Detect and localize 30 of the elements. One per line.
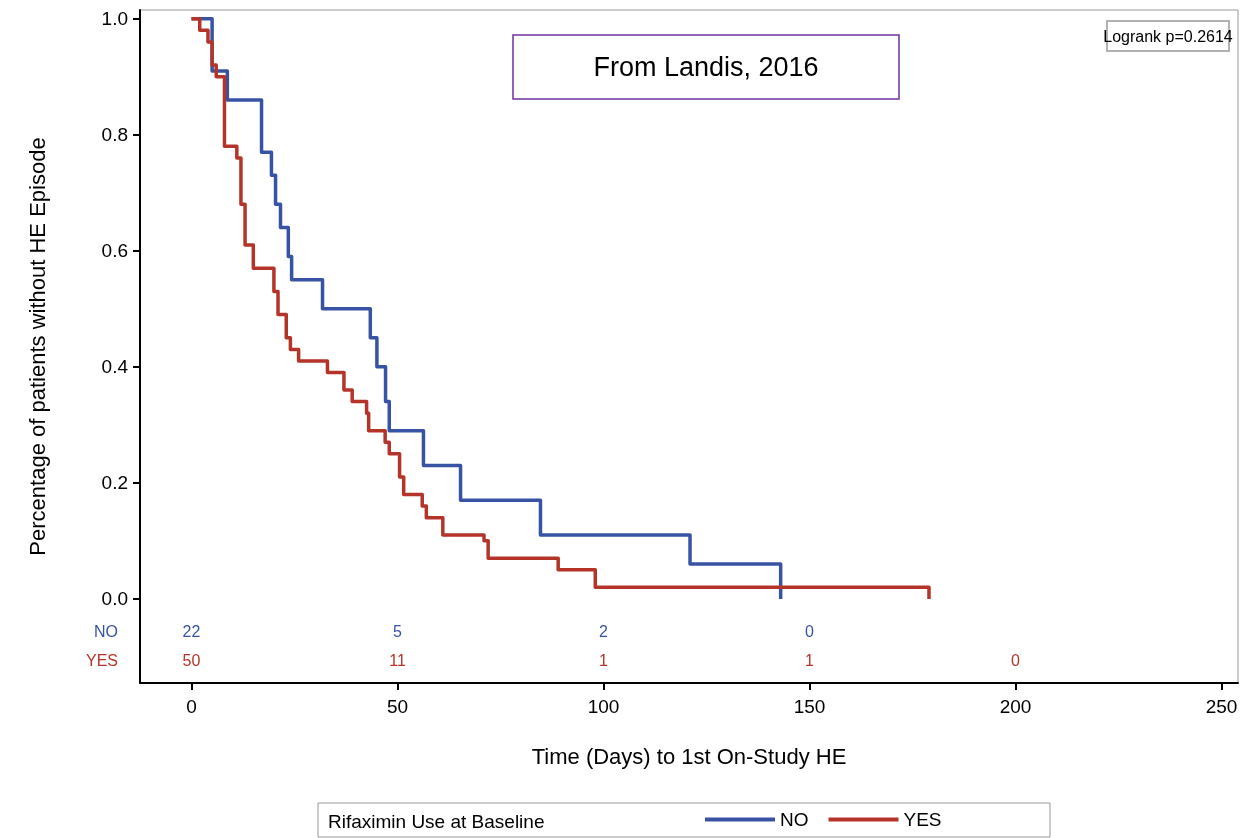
x-tick-label: 50 <box>386 696 409 717</box>
annotation: 1 <box>599 652 609 670</box>
x-tick-label: 0 <box>186 696 197 717</box>
annotation: From Landis, 2016 <box>593 52 819 82</box>
y-tick-label: 0.6 <box>101 240 128 262</box>
annotation: 1 <box>805 652 815 670</box>
annotation: 0 <box>1011 652 1021 670</box>
annotation: Logrank p=0.2614 <box>1103 27 1233 45</box>
annotation: 50 <box>182 652 201 670</box>
legend-title: Rifaximin Use at Baseline <box>328 810 545 832</box>
annotation: 11 <box>389 652 406 670</box>
text: YES <box>85 652 118 670</box>
y-tick-label: 0.4 <box>101 356 129 378</box>
annotation: 5 <box>393 623 403 641</box>
x-tick-label: 100 <box>587 696 620 717</box>
y-tick-label: 0.2 <box>101 472 128 494</box>
text: NO <box>94 623 118 641</box>
y-axis-title: Percentage of patients without HE Episode <box>24 137 50 556</box>
y-tick-label: 0.0 <box>101 588 128 610</box>
x-tick-label: 250 <box>1205 696 1238 717</box>
legend-label: YES <box>903 809 942 830</box>
annotation: 2 <box>599 623 609 641</box>
x-tick-label: 200 <box>999 696 1032 717</box>
annotation: 22 <box>182 623 201 641</box>
y-tick-label: 0.8 <box>101 124 128 146</box>
x-tick-label: 150 <box>793 696 826 717</box>
annotation: 0 <box>805 623 815 641</box>
y-tick-label: 1.0 <box>101 8 128 30</box>
x-axis-title: Time (Days) to 1st On-Study HE <box>531 743 847 769</box>
legend-label: NO <box>780 809 809 830</box>
